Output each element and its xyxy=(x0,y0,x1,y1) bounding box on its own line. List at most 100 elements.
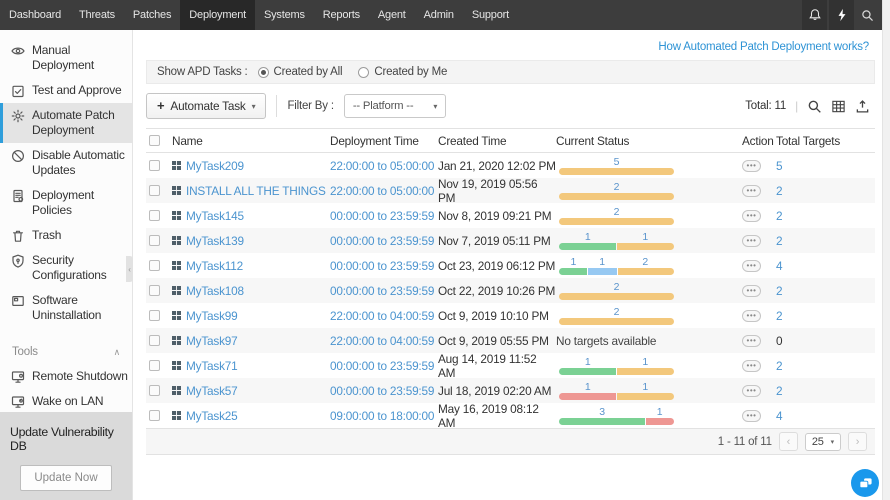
task-name-link[interactable]: MyTask25 xyxy=(186,408,238,423)
deployment-time-link[interactable]: 00:00:00 to 23:59:59 xyxy=(330,383,435,398)
total-targets-link[interactable]: 4 xyxy=(776,258,783,273)
row-action-button[interactable]: ••• xyxy=(742,209,761,222)
task-name-link[interactable]: MyTask71 xyxy=(186,358,238,373)
total-targets-link[interactable]: 2 xyxy=(776,383,783,398)
row-checkbox[interactable] xyxy=(149,360,160,371)
total-targets-link[interactable]: 2 xyxy=(776,233,783,248)
column-header-total-targets[interactable]: Total Targets xyxy=(776,133,841,148)
sidebar-item-test-and-approve[interactable]: Test and Approve xyxy=(0,78,132,103)
deployment-time-link[interactable]: 09:00:00 to 18:00:00 xyxy=(330,408,435,423)
sidebar-item-wake-on-lan[interactable]: Wake on LAN xyxy=(0,389,132,414)
topnav-item-agent[interactable]: Agent xyxy=(377,9,406,21)
status-count-link[interactable]: 1 xyxy=(584,230,591,243)
search-icon[interactable] xyxy=(854,0,880,30)
sidebar-item-trash[interactable]: Trash xyxy=(0,223,132,248)
task-name-link[interactable]: MyTask145 xyxy=(186,208,244,223)
task-name-link[interactable]: MyTask57 xyxy=(186,383,238,398)
row-checkbox[interactable] xyxy=(149,210,160,221)
deployment-time-link[interactable]: 00:00:00 to 23:59:59 xyxy=(330,258,435,273)
status-count-link[interactable]: 1 xyxy=(570,255,577,268)
column-header-name[interactable]: Name xyxy=(172,133,203,148)
vertical-scrollbar[interactable] xyxy=(882,0,890,500)
task-name-link[interactable]: MyTask112 xyxy=(186,258,243,273)
task-name-link[interactable]: MyTask99 xyxy=(186,308,238,323)
status-count-link[interactable]: 2 xyxy=(613,280,620,293)
row-action-button[interactable]: ••• xyxy=(742,159,761,172)
row-checkbox[interactable] xyxy=(149,185,160,196)
deployment-time-link[interactable]: 00:00:00 to 23:59:59 xyxy=(330,358,435,373)
row-checkbox[interactable] xyxy=(149,235,160,246)
status-count-link[interactable]: 1 xyxy=(584,380,591,393)
topnav-item-threats[interactable]: Threats xyxy=(79,9,115,21)
row-checkbox[interactable] xyxy=(149,310,160,321)
task-name-link[interactable]: MyTask209 xyxy=(186,158,244,173)
row-checkbox[interactable] xyxy=(149,260,160,271)
status-count-link[interactable]: 1 xyxy=(599,255,605,268)
sidebar-section-tools[interactable]: Tools ∧ xyxy=(0,340,132,364)
total-targets-link[interactable]: 2 xyxy=(776,358,783,373)
sidebar-item-automate-patch-deployment[interactable]: Automate Patch Deployment xyxy=(0,103,132,143)
topnav-item-admin[interactable]: Admin xyxy=(423,9,454,21)
row-checkbox[interactable] xyxy=(149,385,160,396)
sidebar-item-security-configurations[interactable]: Security Configurations xyxy=(0,248,132,288)
row-action-button[interactable]: ••• xyxy=(742,184,761,197)
topnav-item-systems[interactable]: Systems xyxy=(263,9,305,21)
chat-bubble-icon[interactable] xyxy=(851,469,879,497)
platform-select[interactable]: -- Platform -- ▾ xyxy=(343,94,447,118)
search-icon[interactable] xyxy=(807,99,822,114)
total-targets-link[interactable]: 5 xyxy=(776,158,783,173)
sidebar-item-deployment-policies[interactable]: Deployment Policies xyxy=(0,183,132,223)
row-checkbox[interactable] xyxy=(149,285,160,296)
sidebar-collapse-handle[interactable]: ‹ xyxy=(126,256,133,282)
sidebar-item-disable-automatic-updates[interactable]: Disable Automatic Updates xyxy=(0,143,132,183)
row-action-button[interactable]: ••• xyxy=(742,409,761,422)
select-all-checkbox[interactable] xyxy=(149,135,160,146)
quick-actions-icon[interactable] xyxy=(829,0,854,30)
export-icon[interactable] xyxy=(855,99,870,114)
status-count-link[interactable]: 2 xyxy=(642,255,649,268)
deployment-time-link[interactable]: 00:00:00 to 23:59:59 xyxy=(330,283,435,298)
collapse-caret-icon[interactable]: ∧ xyxy=(113,346,121,357)
row-action-button[interactable]: ••• xyxy=(742,384,761,397)
total-targets-link[interactable]: 2 xyxy=(776,208,783,223)
total-targets-link[interactable]: 4 xyxy=(776,408,783,423)
deployment-time-link[interactable]: 22:00:00 to 05:00:00 xyxy=(330,158,435,173)
row-action-button[interactable]: ••• xyxy=(742,259,761,272)
row-action-button[interactable]: ••• xyxy=(742,334,761,347)
row-action-button[interactable]: ••• xyxy=(742,234,761,247)
deployment-time-link[interactable]: 22:00:00 to 04:00:59 xyxy=(330,308,435,323)
status-count-link[interactable]: 2 xyxy=(613,205,620,218)
column-chooser-icon[interactable] xyxy=(831,99,846,114)
deployment-time-link[interactable]: 00:00:00 to 23:59:59 xyxy=(330,233,435,248)
apd-help-link[interactable]: How Automated Patch Deployment works? xyxy=(658,41,869,53)
status-count-link[interactable]: 1 xyxy=(642,355,649,368)
notification-bell-icon[interactable] xyxy=(802,0,827,30)
deployment-time-link[interactable]: 22:00:00 to 04:00:59 xyxy=(330,333,435,348)
status-count-link[interactable]: 1 xyxy=(584,355,591,368)
status-count-link[interactable]: 2 xyxy=(613,180,620,193)
update-now-button[interactable]: Update Now xyxy=(20,465,112,491)
sidebar-item-manual-deployment[interactable]: Manual Deployment xyxy=(0,38,132,78)
total-targets-link[interactable]: 2 xyxy=(776,183,783,198)
row-action-button[interactable]: ••• xyxy=(742,359,761,372)
status-count-link[interactable]: 1 xyxy=(656,405,663,418)
task-name-link[interactable]: MyTask139 xyxy=(186,233,244,248)
status-count-link[interactable]: 1 xyxy=(642,230,649,243)
pagination-prev-button[interactable]: ‹ xyxy=(778,432,798,451)
topnav-item-dashboard[interactable]: Dashboard xyxy=(9,9,62,21)
row-checkbox[interactable] xyxy=(149,410,160,421)
pagination-next-button[interactable]: › xyxy=(848,432,867,451)
topnav-item-reports[interactable]: Reports xyxy=(322,9,360,21)
radio-created-by-all[interactable]: Created by All xyxy=(257,66,343,78)
total-targets-link[interactable]: 2 xyxy=(776,283,783,298)
column-header-created-time[interactable]: Created Time xyxy=(438,133,507,148)
deployment-time-link[interactable]: 00:00:00 to 23:59:59 xyxy=(330,208,435,223)
automate-task-button[interactable]: + Automate Task ▾ xyxy=(146,93,267,119)
column-header-deployment-time[interactable]: Deployment Time xyxy=(330,133,419,148)
column-header-current-status[interactable]: Current Status xyxy=(556,133,630,148)
row-action-button[interactable]: ••• xyxy=(742,309,761,322)
task-name-link[interactable]: MyTask108 xyxy=(186,283,244,298)
sidebar-item-software-uninstallation[interactable]: Software Uninstallation xyxy=(0,288,132,328)
row-checkbox[interactable] xyxy=(149,335,160,346)
status-count-link[interactable]: 2 xyxy=(613,305,620,318)
